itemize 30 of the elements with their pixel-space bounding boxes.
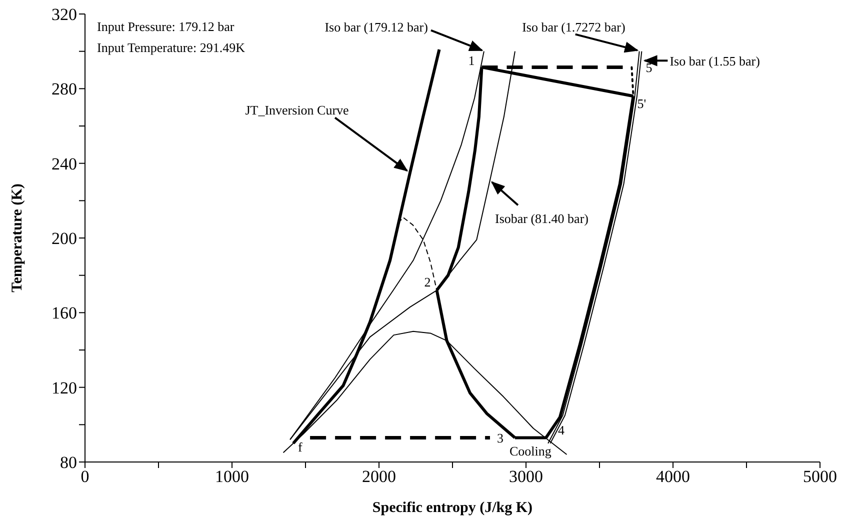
y-tick-label: 280 bbox=[52, 80, 77, 99]
annotation: JT_Inversion Curve bbox=[245, 102, 350, 118]
x-axis-title: Specific entropy (J/kg K) bbox=[372, 500, 533, 516]
annotation: Cooling bbox=[509, 444, 552, 459]
annotation: Isobar (81.40 bar) bbox=[494, 211, 588, 226]
y-tick-label: 200 bbox=[52, 229, 77, 248]
y-tick-label: 160 bbox=[52, 304, 77, 323]
annotation: f bbox=[298, 440, 304, 455]
y-tick-label: 80 bbox=[60, 453, 77, 472]
x-tick-label: 2000 bbox=[362, 467, 396, 486]
x-tick-label: 0 bbox=[80, 467, 90, 486]
y-tick-label: 320 bbox=[52, 5, 77, 24]
annotation: Iso bar (179.12 bar) bbox=[324, 19, 428, 34]
annotation: Iso bar (1.55 bar) bbox=[670, 54, 760, 69]
y-tick-label: 120 bbox=[52, 378, 77, 398]
x-tick-label: 5000 bbox=[803, 467, 837, 486]
x-tick-label: 4000 bbox=[656, 467, 690, 486]
annotation: 3 bbox=[496, 430, 504, 446]
annotation: 1 bbox=[468, 53, 475, 68]
annotation: Input Pressure: 179.12 bar bbox=[97, 19, 235, 34]
annotation: 5 bbox=[646, 60, 652, 76]
y-axis-title: Temperature (K) bbox=[9, 184, 26, 292]
x-tick-label: 3000 bbox=[509, 467, 543, 486]
annotation: Input Temperature: 291.49K bbox=[97, 40, 246, 55]
y-tick-label: 240 bbox=[52, 154, 77, 174]
annotation: 5' bbox=[637, 96, 646, 112]
x-tick-label: 1000 bbox=[215, 467, 249, 486]
annotation: 2 bbox=[424, 274, 431, 290]
annotation: 4 bbox=[558, 422, 565, 438]
annotation: Iso bar (1.7272 bar) bbox=[522, 19, 626, 34]
